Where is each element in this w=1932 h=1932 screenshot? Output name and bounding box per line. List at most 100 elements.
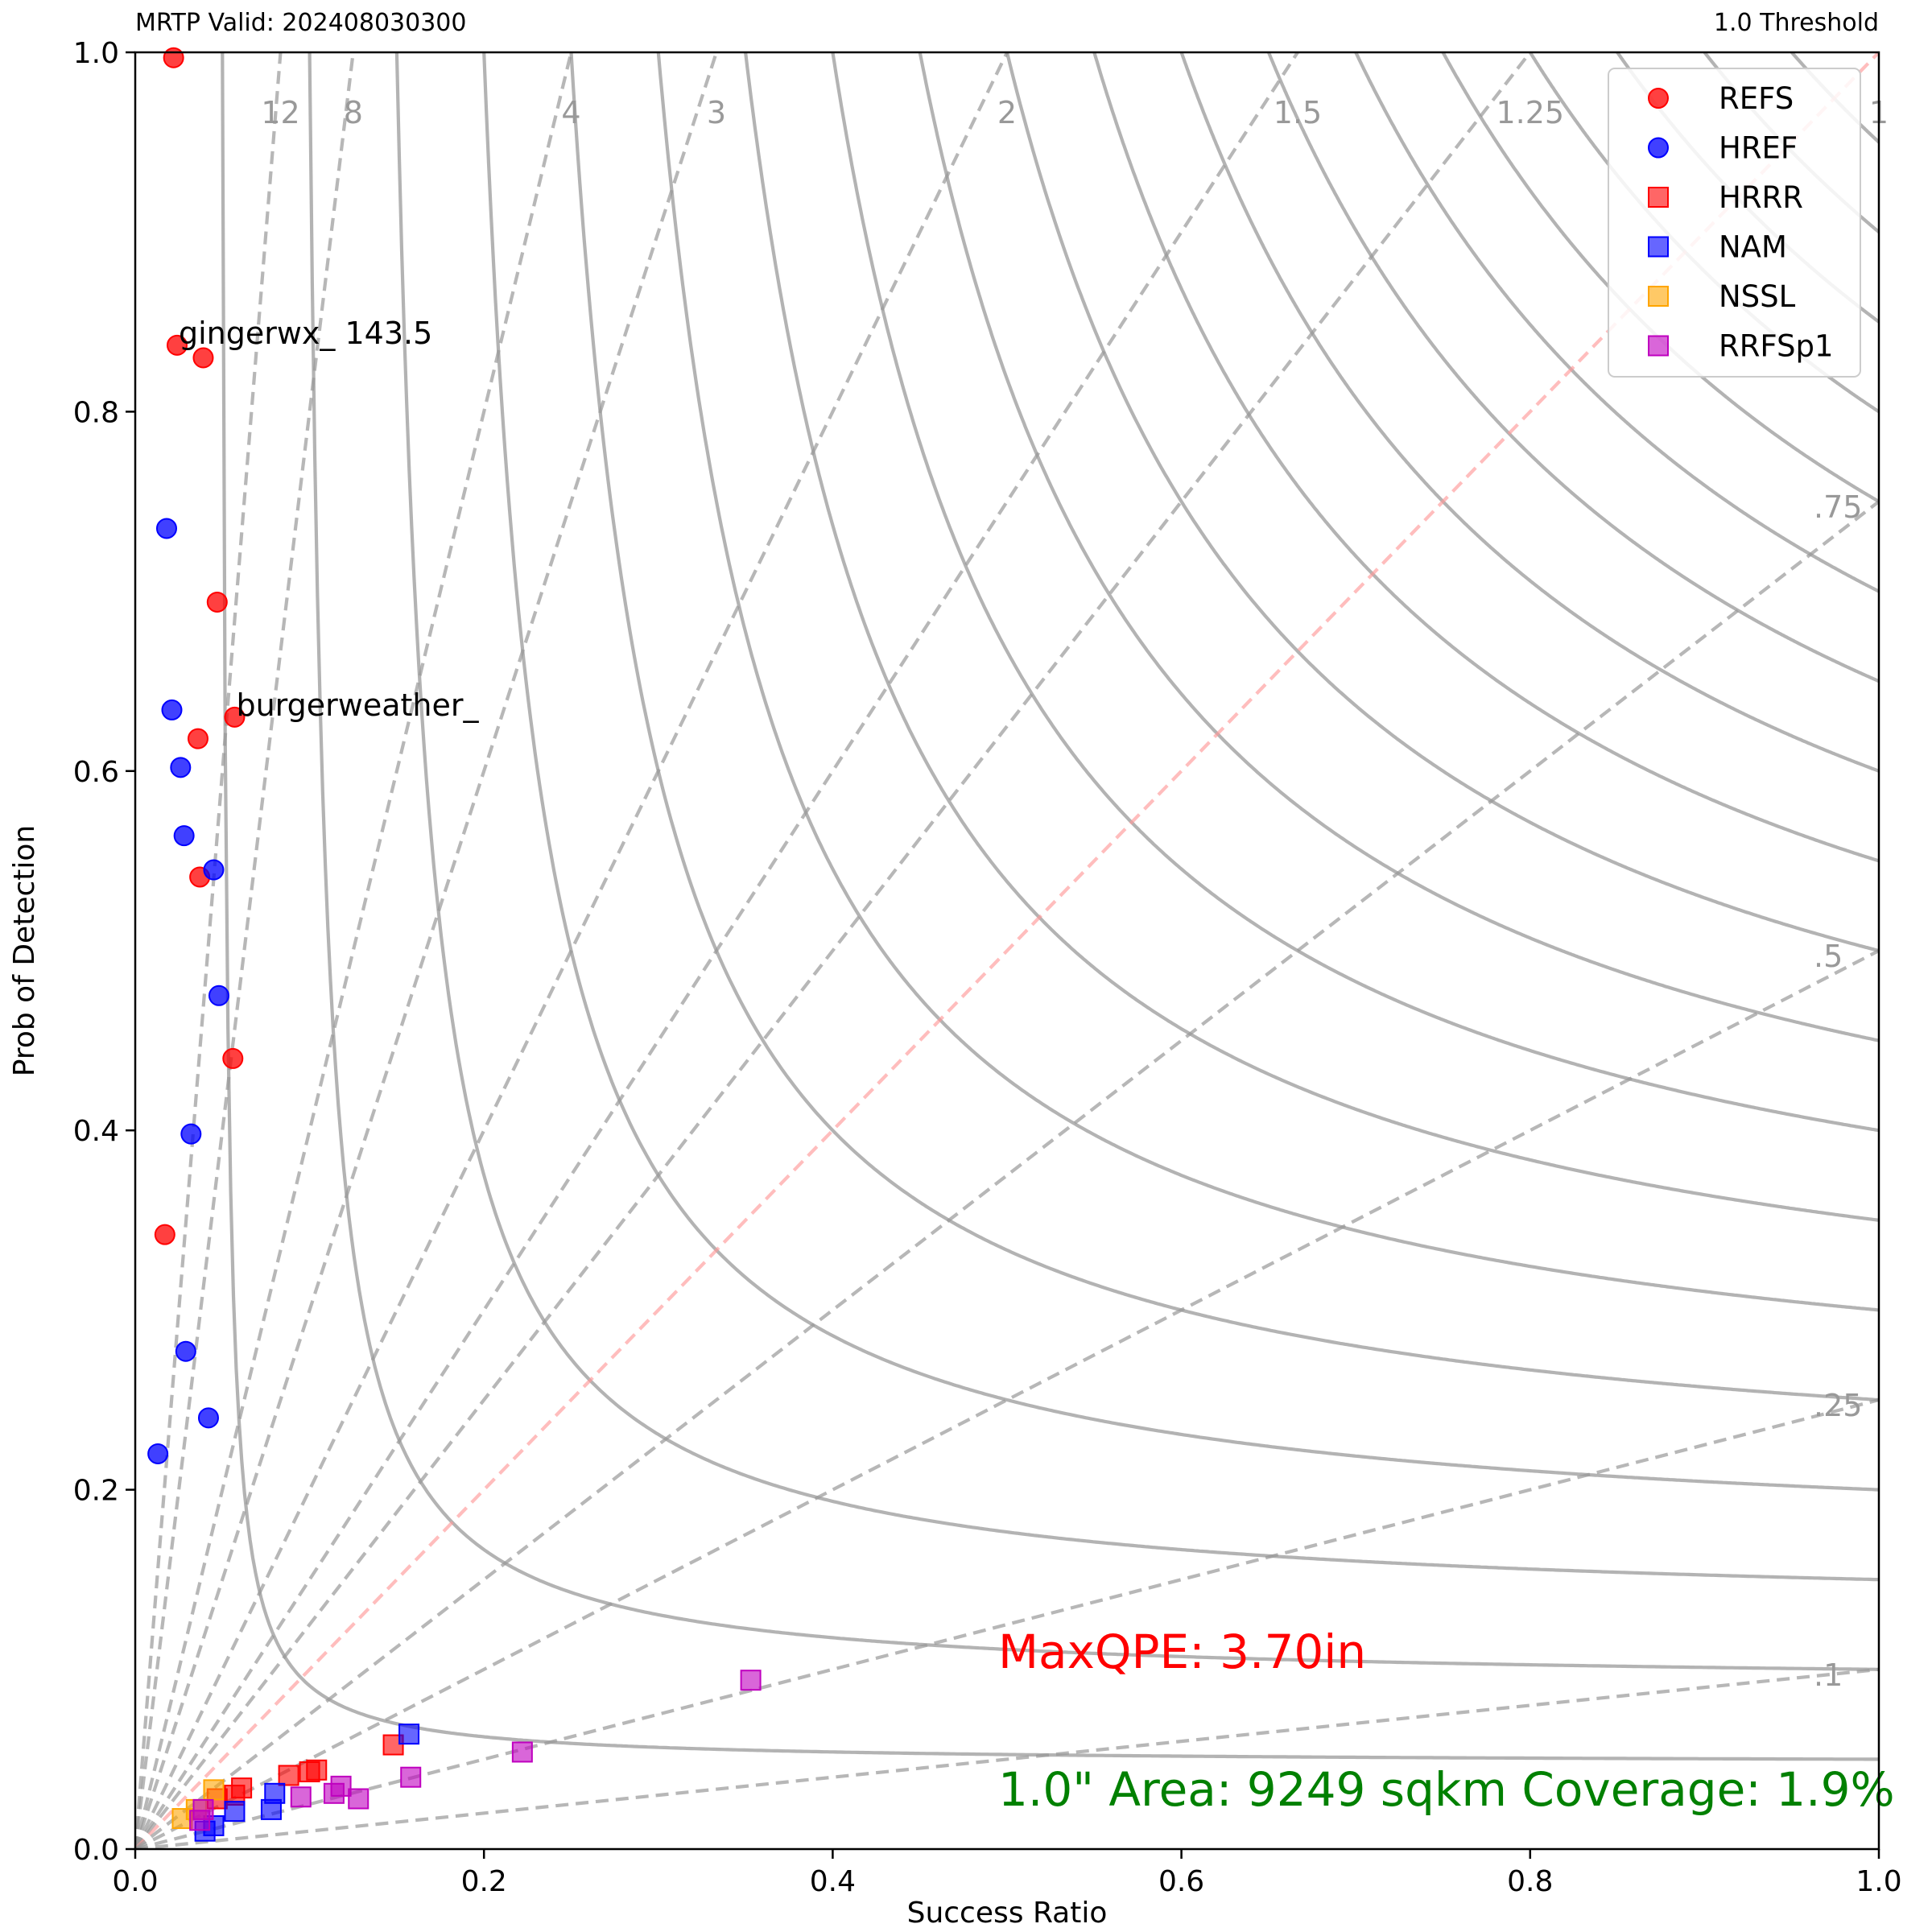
nam-point — [398, 1724, 420, 1745]
bias-line-3 — [135, 52, 718, 1849]
bias-label-1-25: 1.25 — [1496, 95, 1564, 130]
y-axis-title: Prob of Detection — [8, 825, 41, 1076]
bias-label-5: .5 — [1814, 939, 1843, 974]
nssl-point — [203, 1779, 225, 1801]
csi-contour-0-25 — [569, 52, 1879, 1402]
legend-label-hrrr: HRRR — [1719, 180, 1803, 215]
header-valid-time: MRTP Valid: 202408030300 — [135, 9, 466, 37]
area-coverage-text: 1.0" Area: 9249 sqkm Coverage: 1.9% — [998, 1762, 1895, 1817]
hrrr-point — [299, 1761, 320, 1783]
csi-contour-0-6 — [1179, 52, 1879, 773]
rrfsp1-point — [511, 1741, 533, 1763]
nam-point — [260, 1798, 282, 1820]
refs-point — [187, 728, 208, 749]
bias-line-1-25 — [135, 52, 1532, 1849]
rrfsp1-point — [290, 1786, 312, 1808]
csi-contour-0-05 — [221, 52, 1879, 1761]
legend-label-nssl: NSSL — [1719, 279, 1796, 314]
bias-line-1 — [135, 52, 1879, 1849]
bias-label-3: 3 — [707, 95, 726, 130]
bias-label-1-5: 1.5 — [1274, 95, 1322, 130]
bias-line-1-5 — [135, 52, 1299, 1849]
refs-point — [192, 347, 214, 369]
href-point — [197, 1407, 219, 1429]
bias-line-75 — [135, 500, 1879, 1849]
y-tick-label: 0.0 — [73, 1834, 119, 1867]
x-tick-label: 1.0 — [1856, 1865, 1901, 1898]
legend-marker-nssl — [1648, 286, 1669, 307]
bias-label-1: .1 — [1814, 1657, 1843, 1693]
y-tick-label: 0.8 — [73, 396, 119, 429]
bias-lines — [135, 52, 1879, 1849]
csi-contour-0-65 — [1266, 52, 1879, 683]
legend-marker-refs — [1648, 88, 1669, 109]
csi-contour-0-5 — [1005, 52, 1879, 953]
csi-contour-0-35 — [744, 52, 1879, 1222]
plot-frame — [134, 51, 1880, 1851]
data-points — [147, 47, 762, 1842]
refs-point — [166, 334, 188, 356]
x-axis: 0.0 0.2 0.4 0.6 0.8 1.0 — [112, 1849, 1902, 1898]
bias-line-25 — [135, 1397, 1879, 1849]
legend-box — [1608, 68, 1861, 378]
bias-line-1 — [135, 1667, 1879, 1849]
legend-marker-hrrr — [1648, 187, 1669, 208]
csi-contour-0-55 — [1092, 52, 1879, 863]
bias-line-2 — [135, 52, 1009, 1849]
rrfsp1-point — [189, 1810, 211, 1831]
header-threshold: 1.0 Threshold — [1714, 9, 1879, 37]
bias-label-4: 4 — [561, 95, 580, 130]
csi-contour-0-15 — [394, 52, 1879, 1582]
refs-point — [206, 591, 228, 613]
y-tick-label: 1.0 — [73, 37, 119, 70]
refs-point — [224, 706, 246, 728]
rrfsp1-point — [400, 1766, 422, 1788]
refs-point — [163, 47, 184, 68]
refs-point — [154, 1224, 175, 1245]
href-point — [155, 518, 177, 539]
nam-point — [224, 1801, 246, 1823]
y-tick-label: 0.2 — [73, 1475, 119, 1508]
bias-line-4 — [135, 52, 573, 1849]
href-point — [161, 699, 183, 720]
href-point — [170, 757, 192, 778]
x-tick-label: 0.8 — [1507, 1865, 1553, 1898]
x-tick-label: 0.4 — [810, 1865, 856, 1898]
bias-label-8: 8 — [344, 95, 363, 130]
bias-label-12: 12 — [261, 95, 299, 130]
y-tick-label: 0.4 — [73, 1115, 119, 1148]
rrfsp1-point — [323, 1782, 345, 1804]
csi-contour-0-7 — [1354, 52, 1879, 593]
bias-label-2: 2 — [997, 95, 1017, 130]
legend-label-refs: REFS — [1719, 81, 1794, 116]
legend: REFS HREF HRRR NAM NSSL RRFSp1 — [1608, 68, 1861, 378]
bias-label-75: .75 — [1814, 489, 1862, 525]
bias-line-5 — [135, 949, 1879, 1849]
point-annotation: burgerweather_ — [236, 687, 479, 723]
bias-labels: 12 8 4 3 2 1.5 1.25 1.75.5.25.1 — [261, 95, 1889, 1693]
rrfsp1-point — [348, 1788, 369, 1810]
legend-marker-nam — [1648, 236, 1669, 258]
legend-label-nam: NAM — [1719, 230, 1787, 265]
rrfsp1-point — [740, 1670, 762, 1691]
point-annotation: gingerwx_ 143.5 — [179, 316, 432, 351]
x-tick-label: 0.6 — [1158, 1865, 1204, 1898]
max-qpe-text: MaxQPE: 3.70in — [998, 1624, 1366, 1679]
href-point — [180, 1123, 202, 1145]
csi-contour-0-4 — [831, 52, 1879, 1133]
legend-label-href: HREF — [1719, 131, 1798, 166]
csi-contour-0-3 — [656, 52, 1879, 1312]
x-tick-label: 0.0 — [112, 1865, 158, 1898]
x-axis-title: Success Ratio — [907, 1897, 1108, 1930]
href-point — [147, 1443, 169, 1464]
refs-point — [222, 1047, 244, 1069]
point-annotations: gingerwx_ 143.5 burgerweather_ — [179, 316, 479, 723]
href-point — [173, 825, 195, 847]
y-axis: 0.0 0.2 0.4 0.6 0.8 1.0 — [73, 37, 135, 1867]
href-point — [175, 1340, 196, 1362]
csi-contour-0-1 — [308, 52, 1879, 1671]
y-tick-label: 0.6 — [73, 756, 119, 789]
csi-contours — [221, 52, 1879, 1761]
hrrr-point — [278, 1765, 299, 1786]
